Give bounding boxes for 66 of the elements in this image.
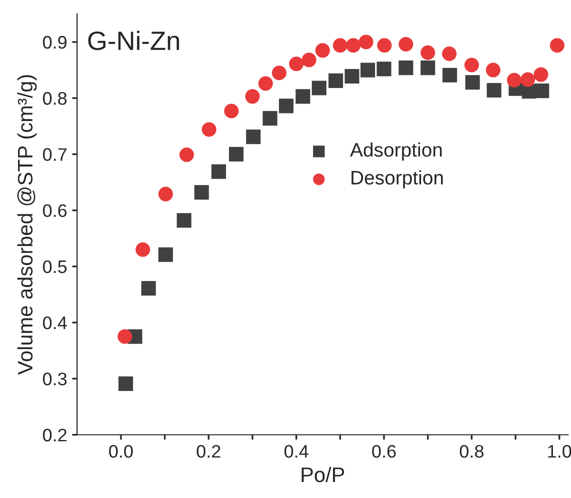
y-tick-label: 0.3 [42, 372, 67, 386]
point [376, 62, 392, 76]
point [158, 247, 173, 262]
y-tick-label: 0.5 [42, 260, 67, 274]
point [245, 89, 260, 104]
point [420, 45, 436, 60]
point [332, 38, 348, 53]
point [534, 67, 548, 82]
point [176, 213, 192, 228]
point [315, 43, 330, 58]
x-tick-label: 0.8 [460, 444, 484, 458]
point [312, 80, 326, 96]
point [346, 38, 361, 53]
point [465, 75, 480, 90]
legend-label: Desorption [352, 170, 443, 188]
point [377, 38, 392, 53]
point [194, 185, 209, 200]
point [398, 60, 414, 76]
point [486, 82, 502, 98]
point [272, 66, 286, 80]
y-tick-label: 0.2 [42, 428, 66, 442]
point [398, 36, 414, 52]
x-tick-label: 1.0 [548, 444, 571, 458]
point [141, 281, 156, 296]
point [550, 38, 564, 53]
x-axis-title: Po/P [302, 466, 344, 482]
point [302, 52, 316, 68]
point [118, 376, 134, 391]
point [158, 186, 173, 202]
point [486, 62, 500, 78]
point [442, 68, 458, 82]
y-tick-label: 0.4 [42, 316, 67, 330]
x-tick-label: 0.6 [372, 444, 396, 458]
point [179, 147, 194, 162]
legend-label: Adsorption [350, 142, 442, 161]
y-tick-label: 0.7 [42, 148, 66, 161]
point [278, 98, 294, 114]
point [118, 329, 132, 344]
point [520, 72, 536, 87]
point [228, 146, 244, 162]
point [289, 56, 304, 72]
text: G-Ni-Zn [88, 30, 180, 50]
x-tick-label: 0.2 [196, 444, 220, 458]
point [344, 68, 360, 84]
y-tick-label: 0.9 [42, 36, 67, 49]
point [262, 111, 278, 126]
point [442, 46, 457, 62]
point [224, 104, 239, 118]
x-tick-label: 0.0 [109, 444, 133, 458]
point [136, 242, 150, 257]
point [358, 34, 374, 50]
point [534, 84, 550, 98]
y-axis-title: Volume adsorbed @STP (cm³/g) [17, 75, 37, 375]
point [328, 73, 344, 88]
point [211, 164, 226, 179]
point [202, 122, 216, 137]
y-tick-label: 0.8 [42, 92, 67, 105]
point [246, 130, 261, 144]
point [296, 89, 310, 104]
point [506, 72, 522, 88]
point [420, 60, 436, 76]
point [360, 62, 376, 78]
x-tick-label: 0.4 [284, 444, 308, 458]
point [464, 58, 479, 72]
y-tick-label: 0.6 [42, 204, 67, 218]
point [258, 76, 273, 91]
